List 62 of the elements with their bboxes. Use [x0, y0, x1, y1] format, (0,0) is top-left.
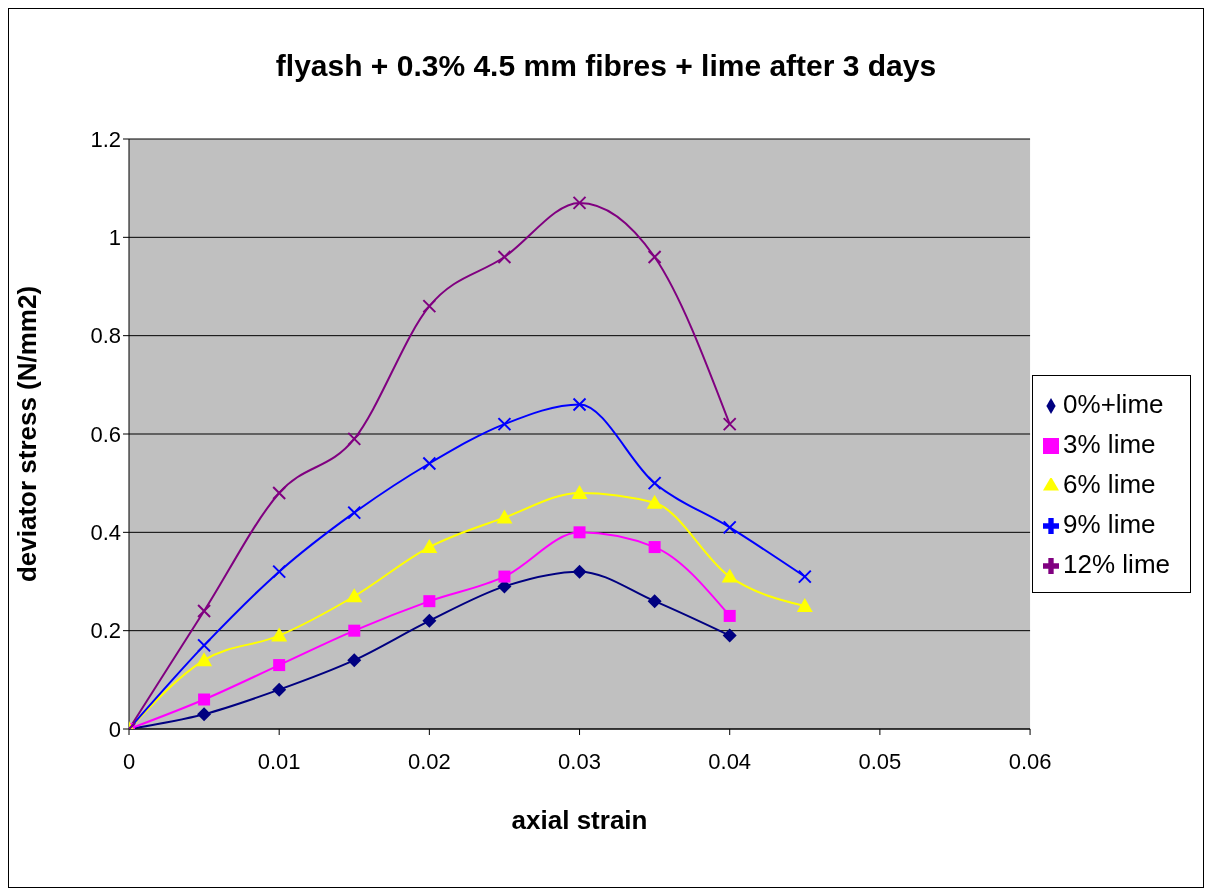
point [273, 659, 286, 672]
point [272, 682, 287, 697]
legend-label: 12% lime [1063, 549, 1170, 579]
point [797, 569, 812, 584]
point [272, 486, 287, 500]
point [198, 693, 211, 706]
y-tick-label: 0.2 [90, 618, 121, 644]
y-tick-label: 0.4 [90, 520, 121, 546]
point [572, 397, 587, 412]
y-axis-title: deviator stress (N/mm2) [12, 285, 43, 583]
x-tick-label: 0.05 [858, 748, 902, 774]
point [347, 431, 362, 446]
point [722, 417, 737, 432]
x-tick-label: 0.01 [257, 748, 301, 774]
x-tick-label: 0.04 [708, 748, 752, 774]
point [346, 588, 363, 603]
point [272, 564, 287, 579]
legend-label: 3% lime [1063, 429, 1156, 459]
point [573, 526, 586, 539]
point [647, 250, 662, 264]
point [422, 613, 437, 628]
point [497, 250, 512, 264]
y-tick-label: 1 [108, 225, 121, 251]
point [722, 520, 737, 535]
point [197, 707, 212, 722]
point [796, 598, 813, 613]
point [347, 653, 362, 668]
legend-label: 0%+lime [1063, 389, 1164, 419]
point [496, 509, 513, 524]
legend-label: 6% lime [1063, 469, 1156, 499]
point [196, 652, 213, 667]
point [722, 628, 737, 643]
point [647, 594, 662, 609]
x-axis-title: axial strain [511, 805, 648, 835]
point [572, 564, 587, 579]
x-tick-label: 0.03 [558, 748, 601, 774]
point [498, 570, 511, 583]
point [721, 568, 738, 583]
legend-label: 9% lime [1063, 509, 1156, 539]
point [422, 456, 437, 471]
chart-title: flyash + 0.3% 4.5 mm fibres + lime after 3 days [274, 49, 938, 84]
point [648, 541, 661, 554]
point [497, 417, 512, 432]
y-tick-label: 1.2 [90, 126, 121, 152]
point [647, 476, 662, 491]
point [348, 624, 361, 637]
y-tick-label: 0 [108, 716, 121, 742]
point [271, 627, 288, 642]
point [422, 299, 437, 314]
point [421, 539, 438, 554]
x-tick-label: 0.02 [407, 748, 451, 774]
point [571, 485, 588, 499]
point [646, 494, 663, 509]
point [723, 609, 736, 622]
point [197, 638, 212, 653]
y-tick-label: 0.8 [90, 323, 121, 349]
y-tick-label: 0.6 [90, 421, 121, 447]
point [197, 604, 212, 618]
point [423, 595, 436, 608]
point [347, 505, 362, 520]
x-tick-label: 0.06 [1008, 748, 1052, 774]
point [572, 195, 587, 210]
